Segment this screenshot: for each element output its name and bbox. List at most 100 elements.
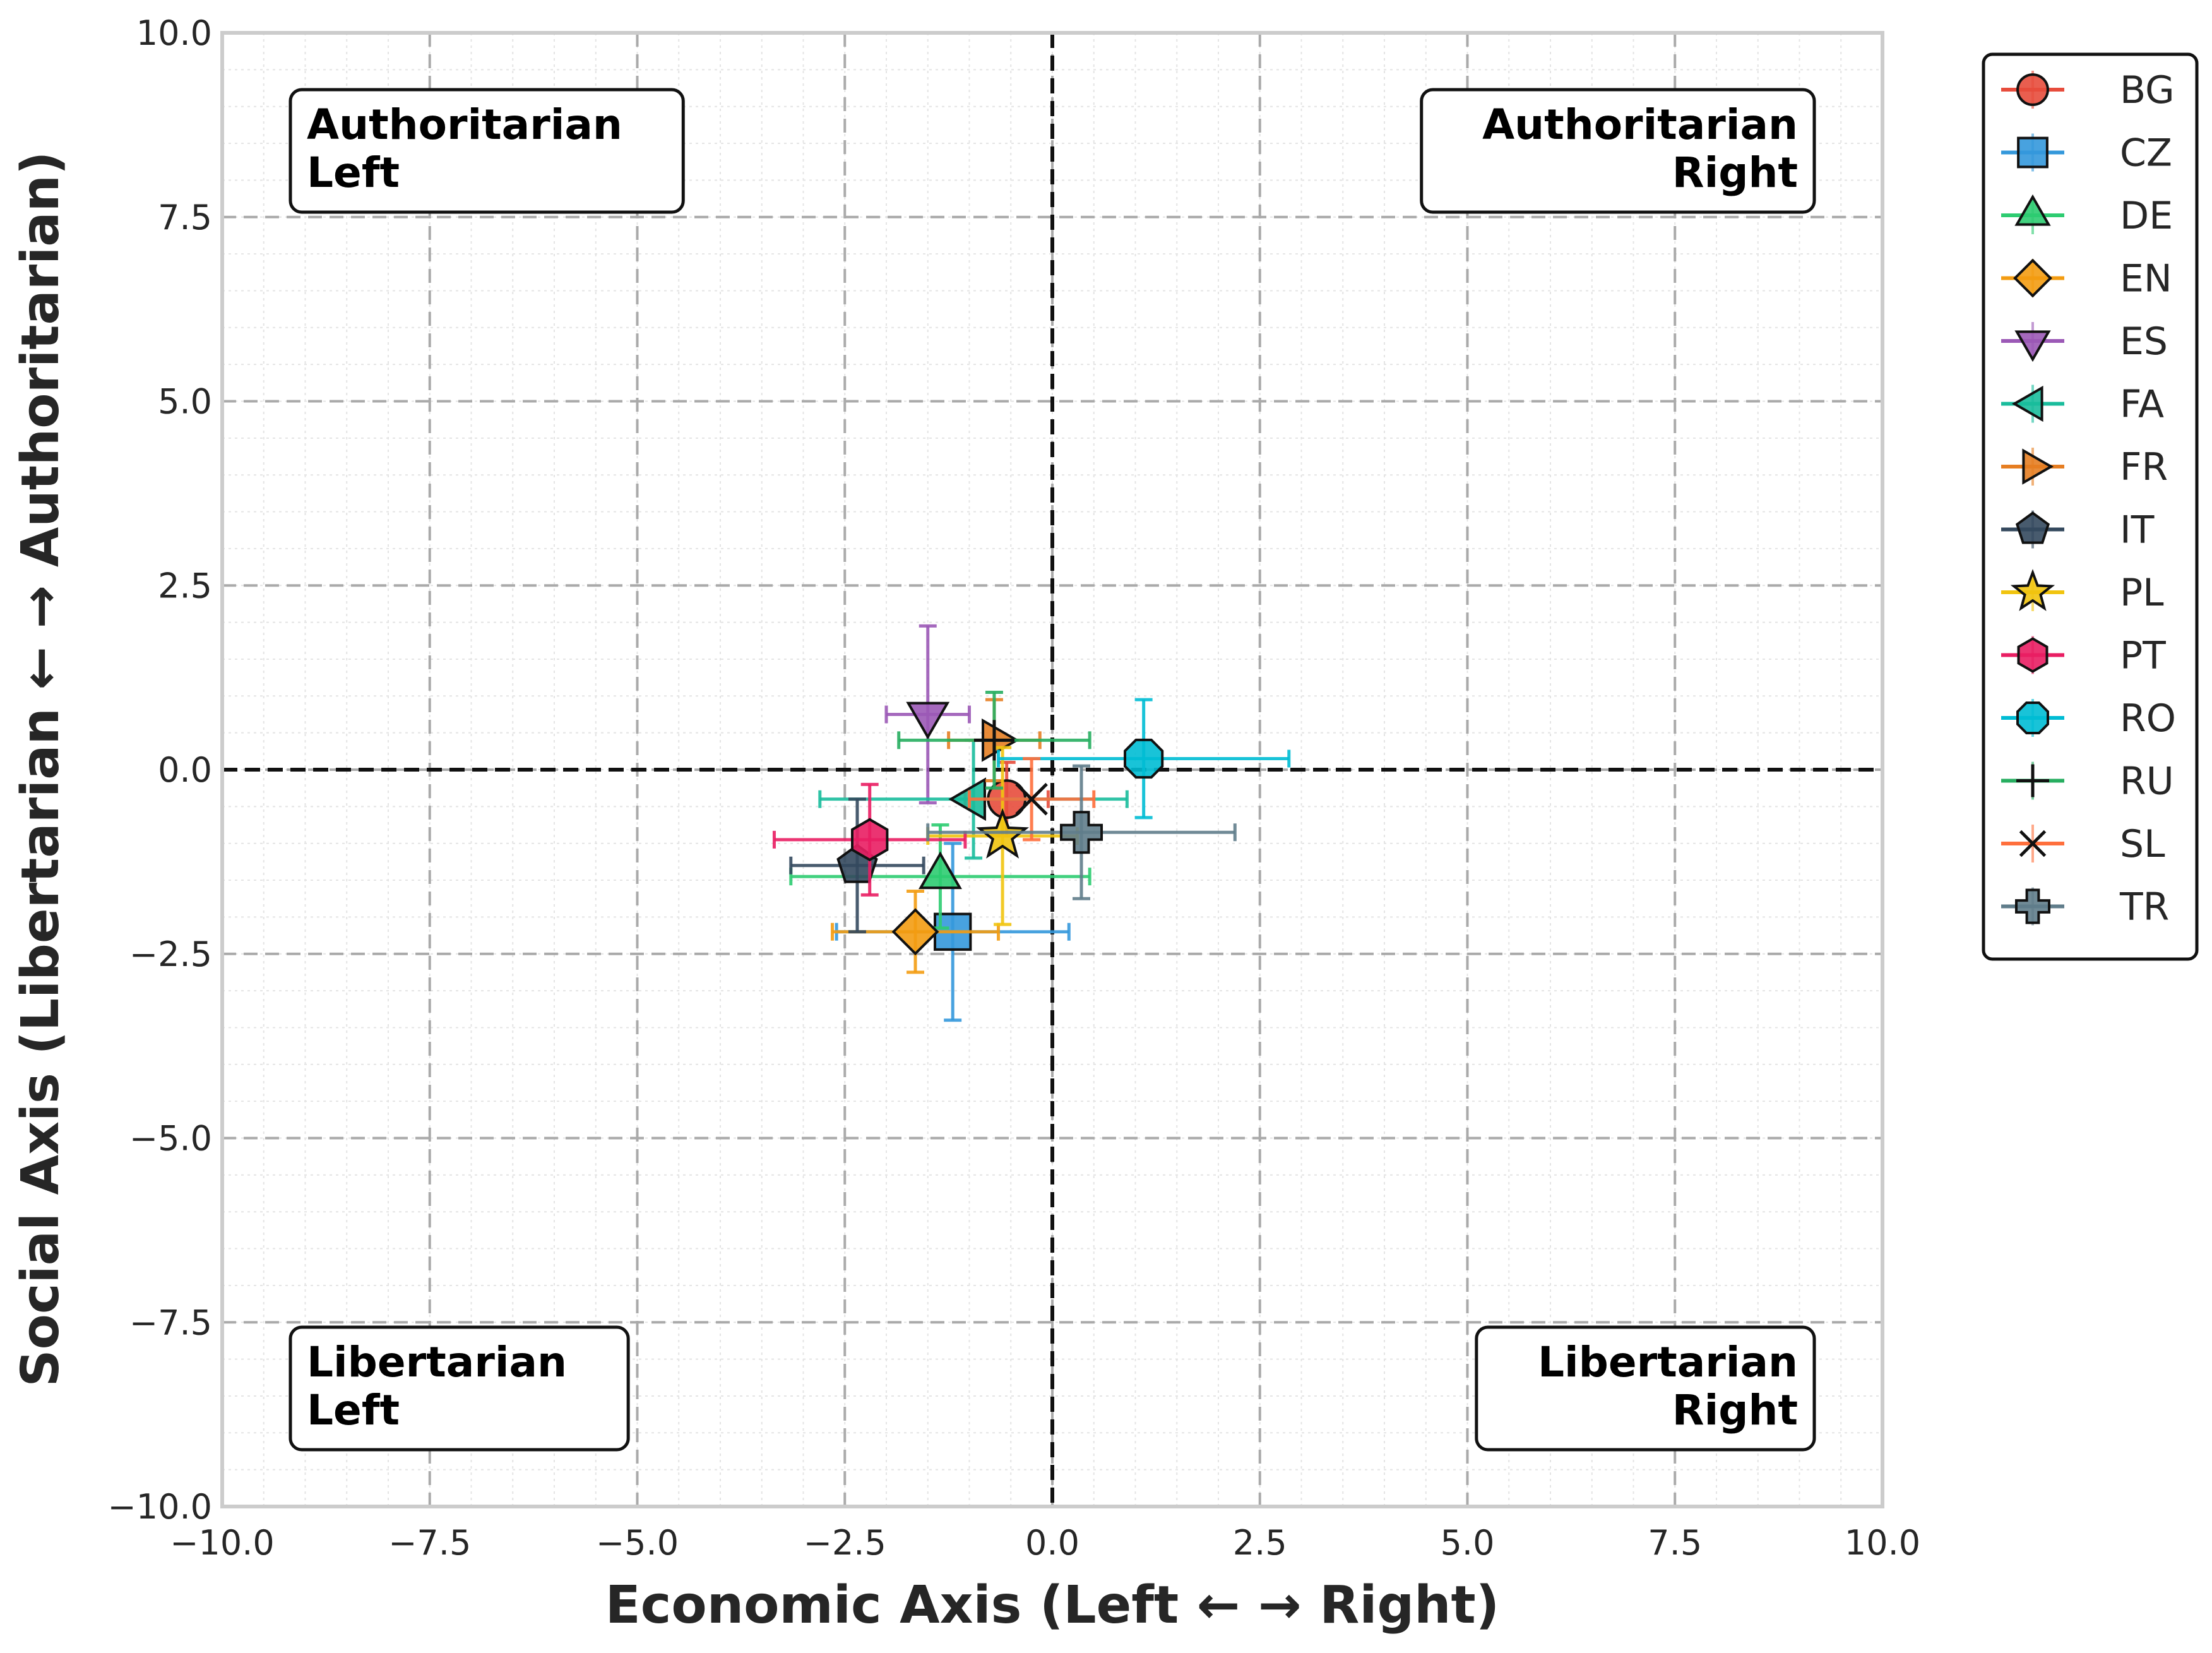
legend-label: ES <box>2120 319 2168 364</box>
marker-shape <box>2022 448 2054 485</box>
marker-shape <box>1060 811 1103 854</box>
quadrant-label-box <box>288 88 685 214</box>
marker-x <box>2019 830 2047 857</box>
marker-star <box>2010 569 2055 611</box>
legend-label: TR <box>2119 885 2169 929</box>
x-tick-label: 5.0 <box>1441 1523 1495 1563</box>
legend-entry-de: DE <box>2001 194 2173 238</box>
tick-labels: −10.0 −7.5 −5.0 −2.5 0.0 2.5 5.0 7.5 10.0 −10.0 −7… <box>108 13 1921 1563</box>
y-axis-label: Social Axis (Libertarian ← → Authoritari… <box>11 152 71 1387</box>
data-point-ru <box>973 720 1014 761</box>
grid <box>221 32 1884 1508</box>
quadrant-label-line: Libertarian <box>1538 1338 1798 1387</box>
series-sl <box>968 756 1096 842</box>
legend-entry-cz: CZ <box>2001 131 2172 176</box>
marker-shape <box>906 701 950 740</box>
data-point-es <box>906 701 950 740</box>
marker-triangle-down <box>2014 330 2051 362</box>
x-tick-label: −7.5 <box>388 1523 471 1563</box>
series-es <box>884 624 971 805</box>
data-point-ro <box>1124 738 1164 779</box>
marker-shape <box>2014 194 2051 226</box>
marker-shape <box>1124 738 1164 779</box>
data-point-sl <box>1015 782 1048 816</box>
y-tick-label: −7.5 <box>129 1303 212 1342</box>
data-point-tr <box>1060 811 1103 854</box>
series-ru <box>897 690 1091 790</box>
marker-shape <box>919 851 962 890</box>
marker-shape <box>2016 701 2049 734</box>
marker-triangle-right <box>2022 448 2054 485</box>
marker-shape <box>2017 136 2048 169</box>
x-tick-label: 0.0 <box>1025 1523 1079 1563</box>
legend-entry-pl: PL <box>2001 569 2164 615</box>
legend-label: SL <box>2120 822 2165 866</box>
marker-stroke <box>1015 782 1048 816</box>
marker-shape <box>2015 511 2050 544</box>
legend-label: PL <box>2120 571 2164 615</box>
y-tick-label: 2.5 <box>158 566 212 606</box>
legend-entry-es: ES <box>2001 319 2168 364</box>
y-tick-label: −5.0 <box>129 1119 212 1159</box>
data-point-pt <box>850 818 889 862</box>
y-tick-label: 0.0 <box>158 750 212 790</box>
legend-label: BG <box>2120 68 2175 112</box>
marker-diamond <box>2013 258 2052 298</box>
quadrant-label-line: Authoritarian <box>307 100 622 149</box>
marker-octagon <box>2016 701 2049 734</box>
quadrant-label-line: Right <box>1672 1386 1798 1435</box>
marker-shape <box>2017 637 2048 673</box>
legend-entry-tr: TR <box>2001 885 2169 929</box>
zero-lines <box>222 33 1882 1507</box>
marker-triangle-left <box>2011 385 2043 422</box>
legend: BG CZ DE EN ES FA FR IT PL PT RO RU SL TR <box>1982 52 2199 961</box>
data-point-de <box>919 851 962 890</box>
marker-hexagon <box>2017 637 2048 673</box>
marker-pentagon <box>2015 511 2050 544</box>
quadrant-label-line: Left <box>307 1386 400 1435</box>
marker-shape <box>2011 385 2043 422</box>
quadrant-label-line: Libertarian <box>307 1338 567 1387</box>
x-tick-label: 7.5 <box>1648 1523 1702 1563</box>
marker-shape <box>2013 258 2052 298</box>
legend-entry-fa: FA <box>2001 383 2164 427</box>
marker-triangle-up <box>2014 194 2051 226</box>
marker-shape <box>2014 330 2051 362</box>
legend-label: PT <box>2120 634 2166 678</box>
plot-frame <box>220 31 1884 1508</box>
y-tick-label: 5.0 <box>158 382 212 422</box>
series-pt <box>772 782 967 897</box>
legend-entry-sl: SL <box>2001 822 2165 866</box>
legend-label: FR <box>2120 445 2168 489</box>
quadrant-label-line: Authoritarian <box>1482 100 1798 149</box>
quadrant-label-box <box>1420 88 1816 214</box>
quadrant-label-line: Right <box>1672 148 1798 197</box>
legend-label: RO <box>2120 696 2176 741</box>
legend-label: CZ <box>2120 131 2172 176</box>
legend-label: EN <box>2120 257 2172 301</box>
marker-shape <box>2015 888 2050 924</box>
x-tick-label: −10.0 <box>170 1523 274 1563</box>
legend-entry-bg: BG <box>2001 68 2175 112</box>
quadrant-label-box <box>1475 1325 1816 1452</box>
legend-entry-ro: RO <box>2001 696 2176 741</box>
y-tick-label: −2.5 <box>129 934 212 974</box>
marker-square <box>2017 136 2048 169</box>
y-tick-label: 10.0 <box>136 13 212 53</box>
series-ro <box>997 698 1291 820</box>
marker-stroke <box>2019 830 2047 857</box>
legend-entry-fr: FR <box>2001 445 2168 489</box>
quadrant-labels: AuthoritarianLeftAuthoritarianRightLiber… <box>288 88 1816 1452</box>
x-tick-label: −5.0 <box>596 1523 679 1563</box>
marker-shape <box>850 818 889 862</box>
legend-entry-it: IT <box>2001 508 2155 552</box>
x-axis-label: Economic Axis (Left ← → Right) <box>605 1575 1499 1635</box>
legend-entry-ru: RU <box>2001 760 2174 804</box>
quadrant-label-box <box>288 1325 630 1452</box>
legend-label: RU <box>2120 760 2174 804</box>
series-tr <box>926 764 1237 900</box>
